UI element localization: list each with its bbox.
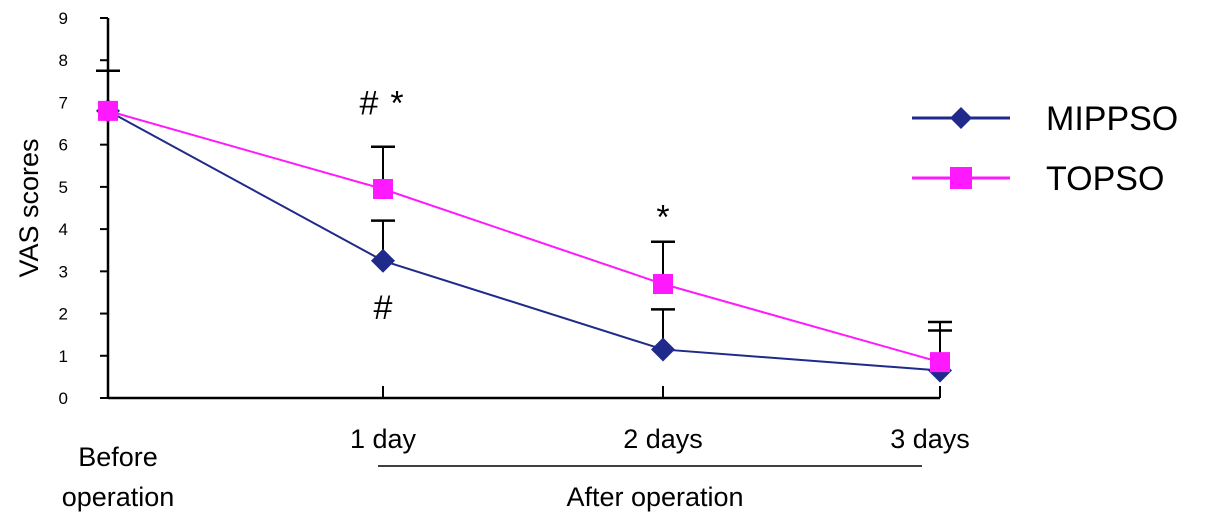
significance-marker: *: [390, 84, 403, 122]
significance-marker: #: [360, 84, 379, 122]
x-category-label: Before: [78, 442, 158, 472]
marker-topso: [98, 100, 118, 121]
y-tick-label: 2: [59, 305, 68, 324]
y-tick-label: 1: [59, 347, 68, 366]
x-category-label: 2 days: [623, 424, 703, 454]
marker-mippso: [371, 248, 395, 273]
x-category-label: 3 days: [890, 424, 970, 454]
marker-topso: [653, 274, 673, 294]
y-axis-label: VAS scores: [14, 138, 44, 277]
significance-marker: #: [374, 289, 393, 327]
y-tick-label: 6: [59, 136, 68, 155]
legend-label: TOPSO: [1046, 160, 1164, 198]
significance-marker: *: [656, 198, 669, 236]
marker-topso: [930, 352, 950, 373]
x-category-label: operation: [62, 482, 175, 512]
x-category-label: 1 day: [350, 424, 417, 454]
y-tick-label: 9: [59, 9, 68, 28]
y-tick-label: 5: [59, 178, 68, 197]
group-label: After operation: [566, 482, 743, 512]
marker-topso: [373, 179, 393, 199]
y-tick-label: 8: [59, 51, 68, 70]
series-line-mippso: [107, 110, 941, 372]
marker-mippso: [651, 337, 675, 362]
legend-marker-mippso: [950, 107, 972, 129]
legend-label: MIPPSO: [1046, 100, 1178, 138]
y-tick-label: 3: [59, 262, 68, 281]
series-line-topso: [107, 109, 941, 364]
legend-marker-topso: [950, 167, 972, 189]
y-tick-label: 7: [59, 93, 68, 112]
y-tick-label: 4: [59, 220, 68, 239]
y-tick-label: 0: [59, 389, 68, 408]
